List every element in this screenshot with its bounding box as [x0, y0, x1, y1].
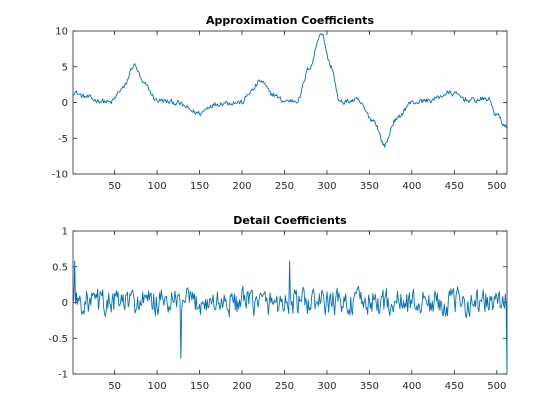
approximation-title: Approximation Coefficients [206, 14, 374, 27]
y-tick-label: -10 [52, 170, 68, 181]
x-tick-label: 100 [148, 181, 167, 192]
y-tick-label: 10 [55, 27, 68, 38]
detail-ticks: 50 100 150 200 250 300 350 400 450 500 1 0.5 0 -0.5 -1 [48, 227, 507, 392]
x-tick-label: 200 [232, 381, 251, 392]
x-tick-label: 50 [108, 381, 121, 392]
x-tick-label: 150 [190, 381, 209, 392]
x-tick-label: 200 [232, 181, 251, 192]
y-tick-label: -1 [58, 370, 68, 381]
y-tick-label: 0 [62, 298, 68, 309]
x-tick-label: 100 [148, 381, 167, 392]
y-tick-label: 0 [62, 98, 68, 109]
y-tick-label: 0.5 [52, 262, 68, 273]
x-tick-label: 150 [190, 181, 209, 192]
approximation-axes-frame [72, 30, 508, 175]
x-tick-label: 450 [445, 381, 464, 392]
x-tick-label: 350 [360, 181, 379, 192]
x-tick-label: 50 [108, 181, 121, 192]
detail-title: Detail Coefficients [233, 214, 347, 227]
x-tick-label: 300 [317, 381, 336, 392]
detail-panel: Detail Coefficients 50 100 150 200 250 300 350… [48, 214, 508, 392]
x-tick-label: 350 [360, 381, 379, 392]
approximation-series-line [72, 33, 508, 148]
x-tick-label: 450 [445, 181, 464, 192]
y-tick-label: -5 [58, 134, 68, 145]
y-tick-label: -0.5 [48, 334, 68, 345]
x-tick-label: 400 [402, 181, 421, 192]
y-tick-label: 5 [62, 62, 68, 73]
x-tick-label: 250 [275, 181, 294, 192]
x-tick-label: 400 [402, 381, 421, 392]
y-tick-label: 1 [62, 227, 68, 238]
x-tick-label: 250 [275, 381, 294, 392]
detail-series-line [72, 260, 508, 375]
x-tick-label: 500 [487, 181, 506, 192]
x-tick-label: 500 [487, 381, 506, 392]
approximation-panel: Approximation Coefficients 50 100 150 200 25… [52, 14, 508, 192]
x-tick-label: 300 [317, 181, 336, 192]
